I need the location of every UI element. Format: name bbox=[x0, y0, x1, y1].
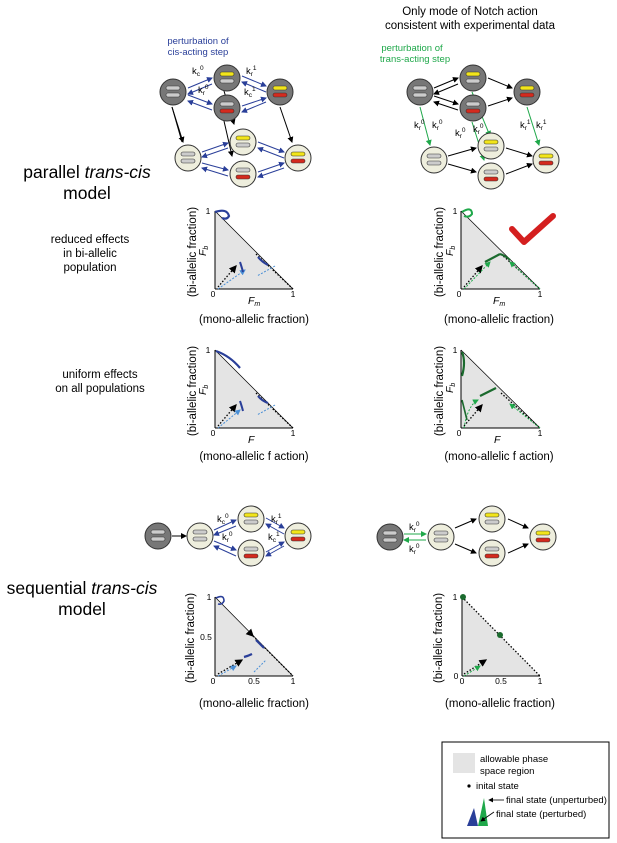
rate-kr1-trans-a: kr1 bbox=[520, 119, 531, 132]
legend-box: allowable phase space region inital stat… bbox=[441, 741, 610, 839]
cis-perturbation-label-line2: cis-acting step bbox=[168, 47, 229, 58]
y-axis-label-e: (bi-allelic fraction) bbox=[185, 593, 197, 683]
row-label-reduced-line1: reduced effects bbox=[51, 234, 130, 246]
rate-kc1-seq: kc1 bbox=[268, 531, 280, 544]
phase-plot-parallel-trans-reduced: 0 1 1 Fb Fm (bi-allelic fraction) (mono-… bbox=[434, 206, 556, 326]
x-axis-label-e: (mono-allelic fraction) bbox=[199, 698, 309, 710]
tick-x1: 1 bbox=[291, 289, 296, 299]
tick-y1-d: 1 bbox=[453, 345, 458, 355]
tick-y1-f: 1 bbox=[453, 592, 458, 602]
phase-plot-parallel-trans-uniform: 0 1 1 Fb F (bi-allelic fraction) (mono-a… bbox=[434, 345, 554, 463]
rate-kr0: kr0 bbox=[198, 84, 209, 97]
parallel-model-label-line1: parallel trans-cis bbox=[23, 162, 151, 182]
legend-initial-label: inital state bbox=[476, 781, 519, 792]
tick-x0-d: 0 bbox=[457, 428, 462, 438]
parallel-cis-diagram: kc0 kr0 kr1 kc1 bbox=[159, 64, 312, 188]
x-axis-label-c: (mono-allelic f action) bbox=[199, 451, 308, 463]
x-axis-label-d: (mono-allelic f action) bbox=[444, 451, 553, 463]
tick-y1: 1 bbox=[206, 206, 211, 216]
legend-final-perturbed: final state (perturbed) bbox=[496, 809, 586, 820]
fb-label-d: Fb bbox=[444, 383, 457, 393]
row-label-reduced-line3: population bbox=[63, 262, 116, 274]
rate-kr0-trans-d: kr0 bbox=[473, 123, 484, 136]
legend-initial-dot bbox=[467, 784, 471, 788]
rate-kr0-seq-trans-b: kr0 bbox=[409, 543, 420, 556]
fm-label: Fm bbox=[248, 295, 260, 308]
legend-blue-final bbox=[467, 808, 478, 826]
tick-y0-f: 0 bbox=[454, 671, 459, 681]
right-title-line2: consistent with experimental data bbox=[385, 20, 556, 32]
parallel-trans-diagram: kr0 kr0 kr0 kr0 kr1 kr1 bbox=[406, 64, 560, 190]
cis-perturbation-label-line1: perturbation of bbox=[167, 36, 229, 47]
tick-x05-e: 0.5 bbox=[248, 676, 260, 686]
tick-y05-e: 0.5 bbox=[200, 632, 212, 642]
parallel-model-label-line2: model bbox=[63, 183, 111, 203]
rate-kr0-trans-c: kr0 bbox=[455, 127, 466, 140]
row-label-reduced-line2: in bi-allelic bbox=[63, 248, 117, 260]
tick-x05-f: 0.5 bbox=[495, 676, 507, 686]
fm-label-b: Fm bbox=[493, 295, 505, 308]
tick-x0: 0 bbox=[211, 289, 216, 299]
tick-x1-e: 1 bbox=[291, 676, 296, 686]
rate-kr0-seq: kr0 bbox=[222, 531, 233, 544]
rate-kr0-trans-a: kr0 bbox=[414, 119, 425, 132]
y-axis-label-b: (bi-allelic fraction) bbox=[434, 207, 446, 297]
trans-perturbation-label-line1: perturbation of bbox=[381, 43, 443, 54]
sequential-model-label-line2: model bbox=[58, 599, 106, 619]
sequential-cis-diagram: kc0 kr0 kr1 kc1 bbox=[144, 505, 312, 567]
row-label-uniform-line1: uniform effects bbox=[62, 369, 137, 381]
legend-final-unperturbed: final state (unperturbed) bbox=[506, 795, 607, 806]
y-axis-label-d: (bi-allelic fraction) bbox=[434, 346, 446, 436]
rate-kc0-seq: kc0 bbox=[217, 513, 229, 526]
tick-x0-c: 0 bbox=[211, 428, 216, 438]
tick-x0-f: 0 bbox=[460, 676, 465, 686]
sequential-trans-diagram: kr0 kr0 bbox=[376, 505, 557, 567]
y-axis-label: (bi-allelic fraction) bbox=[187, 207, 199, 297]
legend-region-swatch bbox=[453, 753, 475, 773]
tick-x1-c: 1 bbox=[291, 428, 296, 438]
row-label-uniform-line2: on all populations bbox=[55, 383, 145, 395]
rate-kr1: kr1 bbox=[246, 65, 257, 78]
rate-kc0: kc0 bbox=[192, 65, 204, 78]
phase-plot-parallel-cis-uniform: 0 1 1 Fb F (bi-allelic fraction) (mono-a… bbox=[187, 345, 309, 463]
tick-x0-e: 0 bbox=[211, 676, 216, 686]
sequential-model-label-line1: sequential trans-cis bbox=[7, 578, 158, 598]
fb-label: Fb bbox=[197, 246, 210, 256]
rate-kc1: kc1 bbox=[244, 86, 256, 99]
tick-y1-b: 1 bbox=[453, 206, 458, 216]
phase-plot-sequential-trans: 0 0.5 1 1 0 (bi-allelic fraction) (mono-… bbox=[433, 592, 555, 710]
tick-x1-d: 1 bbox=[538, 428, 543, 438]
f-label-c: F bbox=[248, 434, 255, 446]
tick-x1-f: 1 bbox=[538, 676, 543, 686]
x-axis-label-b: (mono-allelic fraction) bbox=[444, 314, 554, 326]
rate-kr0-seq-trans-a: kr0 bbox=[409, 521, 420, 534]
rate-kr1-seq: kr1 bbox=[271, 513, 282, 526]
x-axis-label: (mono-allelic fraction) bbox=[199, 314, 309, 326]
rate-kr0-trans-b: kr0 bbox=[432, 119, 443, 132]
legend-region-line2: space region bbox=[480, 766, 534, 777]
fb-label-b: Fb bbox=[444, 246, 457, 256]
rate-kr1-trans-b: kr1 bbox=[536, 119, 547, 132]
fb-label-c: Fb bbox=[197, 385, 210, 395]
right-title-line1: Only mode of Notch action bbox=[402, 6, 538, 18]
phase-plot-parallel-cis-reduced: 0 1 1 Fb Fm (bi-allelic fraction) (mono-… bbox=[187, 206, 309, 326]
tick-x1-b: 1 bbox=[538, 289, 543, 299]
tick-y1-e: 1 bbox=[207, 592, 212, 602]
checkmark-icon bbox=[509, 213, 556, 245]
legend-region-line1: allowable phase bbox=[480, 754, 548, 765]
x-axis-label-f: (mono-allelic fraction) bbox=[445, 698, 555, 710]
tick-y1-c: 1 bbox=[206, 345, 211, 355]
tick-x0-b: 0 bbox=[457, 289, 462, 299]
f-label-d: F bbox=[494, 434, 501, 446]
trans-perturbation-label-line2: trans-acting step bbox=[380, 54, 450, 65]
phase-plot-sequential-cis: 0 0.5 1 1 0.5 (bi-allelic fraction) (mon… bbox=[185, 592, 309, 710]
y-axis-label-c: (bi-allelic fraction) bbox=[187, 346, 199, 436]
y-axis-label-f: (bi-allelic fraction) bbox=[433, 593, 445, 683]
